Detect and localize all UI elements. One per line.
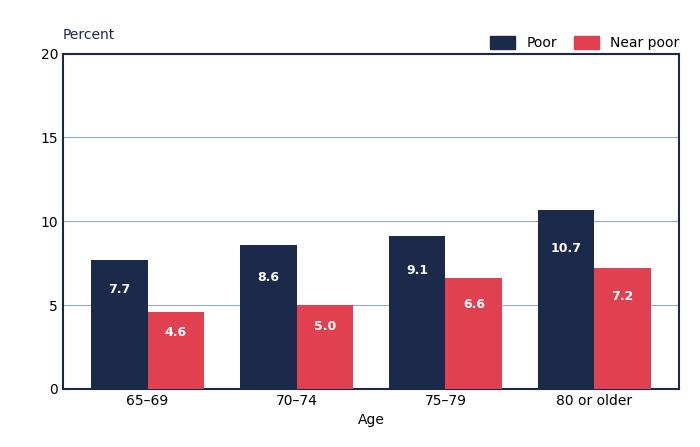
Text: Percent: Percent [63,29,116,42]
Bar [594,268,651,389]
Text: 6.6: 6.6 [463,298,485,311]
Text: 7.7: 7.7 [108,283,130,296]
Text: 10.7: 10.7 [551,242,582,255]
Text: 5.0: 5.0 [314,320,336,333]
Text: 9.1: 9.1 [406,264,428,277]
Bar [297,305,353,389]
Text: 7.2: 7.2 [612,290,634,303]
Legend: Poor, Near poor: Poor, Near poor [490,36,679,50]
Bar [91,260,148,389]
Text: 4.6: 4.6 [164,326,187,339]
X-axis label: Age: Age [358,413,384,427]
Text: 8.6: 8.6 [257,271,279,284]
Bar [240,245,297,389]
Bar [538,210,594,389]
Bar [445,278,502,389]
Bar [389,236,445,389]
Bar [148,312,204,389]
